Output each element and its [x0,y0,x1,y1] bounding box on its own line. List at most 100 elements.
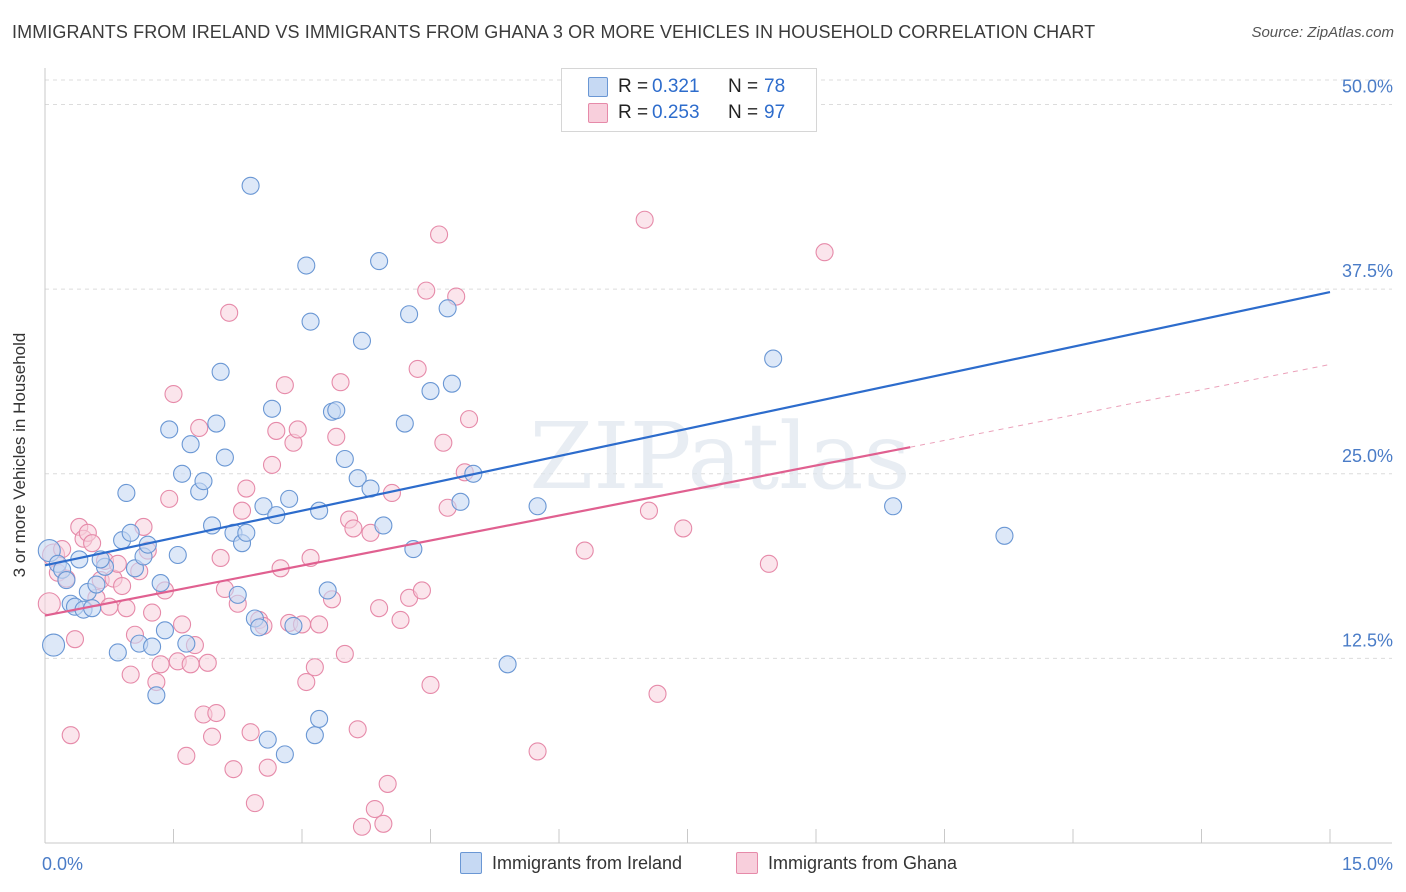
ireland-point [151,574,170,593]
ghana-point [391,610,410,630]
bottom-legend-ireland: Immigrants from Ireland [460,852,682,874]
x-tick-label: 15.0% [1342,854,1393,874]
ireland-point [262,399,282,418]
bottom-legend-label-ireland: Immigrants from Ireland [492,852,683,873]
ireland-point [305,726,324,745]
ireland-point [438,299,457,318]
ireland-point [177,634,196,653]
ghana-point [408,359,427,378]
ireland-point [374,516,393,535]
ireland-point [284,616,303,635]
ghana-point [224,760,243,779]
legend-n-value-ghana: 97 [764,102,786,123]
ghana-point [297,672,316,692]
ghana-point [237,479,256,498]
ireland-point [995,526,1014,545]
legend-n-label: N = [728,76,759,97]
ghana-point [639,501,659,520]
ireland-point [370,252,389,271]
y-axis-label: 3 or more Vehicles in Household [10,332,29,578]
ireland-point [147,686,166,705]
ireland-point [335,449,354,469]
ireland-point [280,489,299,508]
ghana-point [421,675,440,695]
ireland-point [884,497,903,516]
ireland-point [764,349,783,368]
trendlines [44,291,1331,617]
ireland-point [310,709,329,728]
legend-r-value-ghana: 0.253 [652,102,700,123]
ghana-point [37,592,61,616]
ireland-point [237,523,256,542]
ghana-point [211,548,230,568]
ireland-point [250,618,269,637]
ghana-point [288,420,307,439]
chart-title: IMMIGRANTS FROM IRELAND VS IMMIGRANTS FR… [12,22,1096,42]
ghana-point [173,615,192,634]
ghana-point [65,630,85,649]
bottom-legend: Immigrants from Ireland Immigrants from … [0,852,1406,878]
ghana-trendline-extension [910,363,1331,448]
ireland-point [297,256,316,275]
ireland-point [57,571,76,590]
ghana-point [220,303,239,322]
ghana-point [378,774,397,793]
ireland-point [108,643,127,662]
ireland-point [348,469,367,488]
watermark: ZIPatlas [529,403,910,510]
ghana-point [310,615,329,634]
legend-n-label: N = [728,102,759,123]
ireland-point [241,176,260,195]
ireland-point [117,483,136,503]
ireland-point [168,545,187,565]
ghana-point [674,519,693,538]
bottom-legend-label-ghana: Immigrants from Ghana [768,852,958,873]
ghana-point [348,720,367,739]
ghana-point [164,384,183,404]
ghana-point [305,658,324,677]
ireland-point [442,374,461,393]
ireland-trendline [44,291,1331,567]
ireland-point [275,745,294,764]
stats-legend: R = 0.321 N = 78 R = 0.253 N = 97 [561,68,817,132]
legend-r-value-ireland: 0.321 [652,76,700,97]
y-tick-label: 50.0% [1342,77,1393,97]
ireland-point [421,382,440,401]
ireland-point [181,435,200,454]
ghana-point [430,225,449,244]
ireland-point [318,581,337,600]
ghana-point [203,727,222,746]
y-tick-label: 37.5% [1342,261,1393,281]
ghana-point [352,817,372,836]
ghana-point [113,576,132,596]
ghana-point [648,684,667,703]
ghana-point [327,427,346,446]
ghana-trendline [44,446,911,617]
ireland-point [498,655,517,674]
ireland-point [254,497,273,516]
ireland-point [528,497,547,516]
y-tick-label: 25.0% [1342,446,1393,466]
ghana-point [759,554,778,573]
ireland-point [87,575,106,594]
legend-r-label: R = [618,102,649,123]
ireland-point [352,331,372,350]
ghana-point [365,799,384,819]
ireland-points [37,176,1014,764]
ireland-point [400,305,419,324]
tick-labels: 12.5% 25.0% 37.5% 50.0% 0.0% 15.0% [42,77,1393,874]
ghana-point [815,243,834,262]
ghana-point [262,455,282,474]
axes [44,68,1392,844]
ghana-point [344,519,363,538]
ghana-point [417,281,436,300]
ireland-point [155,621,174,640]
legend-swatch-ireland [588,77,608,97]
ireland-point [451,492,470,511]
ghana-points [37,210,834,836]
grid-lines [45,79,1392,659]
legend-row-ghana: R = 0.253 N = 97 [588,101,785,125]
ghana-point [335,644,354,664]
x-tick-label: 0.0% [42,854,83,874]
